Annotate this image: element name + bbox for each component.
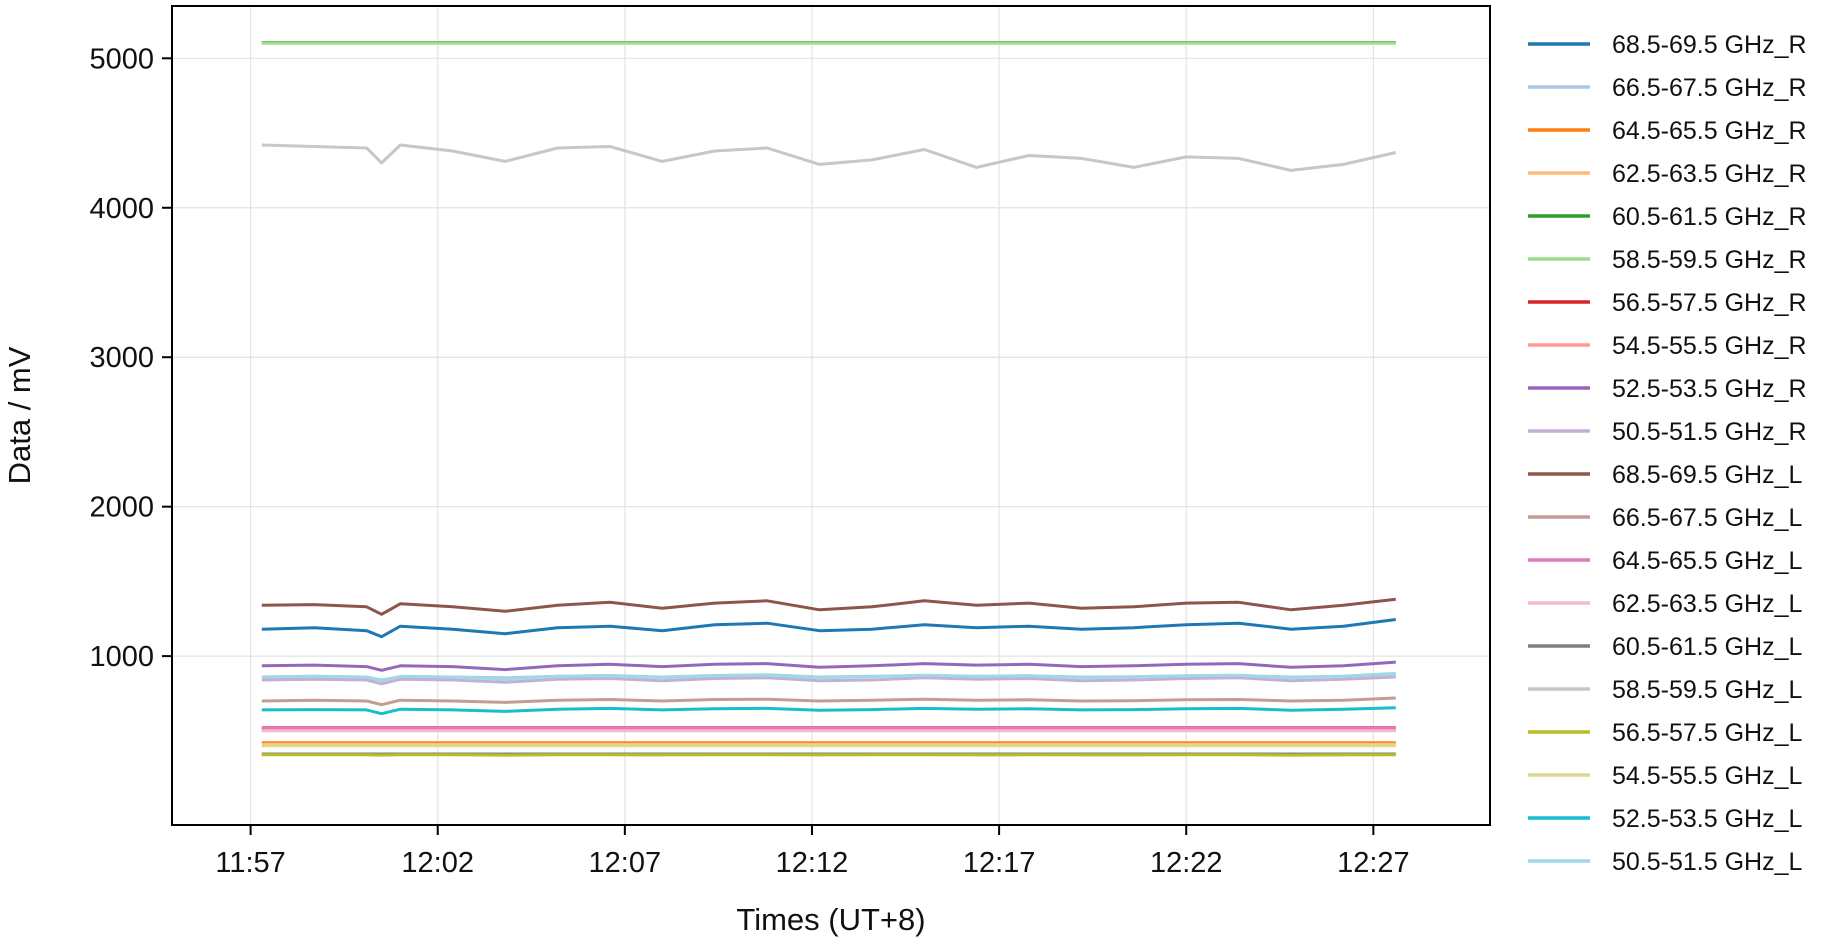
legend-label: 64.5-65.5 GHz_R <box>1612 117 1807 145</box>
x-tick-label: 12:12 <box>776 847 849 879</box>
legend-label: 54.5-55.5 GHz_L <box>1612 762 1802 790</box>
x-tick-label: 12:22 <box>1150 847 1223 879</box>
legend-label: 56.5-57.5 GHz_L <box>1612 719 1802 747</box>
y-tick-label: 1000 <box>89 641 154 673</box>
plot-frame <box>171 5 1491 826</box>
legend-label: 66.5-67.5 GHz_L <box>1612 504 1802 532</box>
legend: 68.5-69.5 GHz_R 66.5-67.5 GHz_R 64.5-65.5 … <box>1528 31 1807 876</box>
y-tick-label: 4000 <box>89 193 154 225</box>
x-tick-label: 12:07 <box>589 847 662 879</box>
legend-label: 62.5-63.5 GHz_R <box>1612 160 1807 188</box>
y-tick-label: 2000 <box>89 492 154 524</box>
series-line-10 <box>261 597 1396 616</box>
legend-label: 52.5-53.5 GHz_L <box>1612 805 1802 833</box>
y-tick-label: 5000 <box>89 43 154 75</box>
x-tick-label: 12:17 <box>963 847 1036 879</box>
legend-label: 62.5-63.5 GHz_L <box>1612 590 1802 618</box>
legend-label: 68.5-69.5 GHz_L <box>1612 461 1802 489</box>
grid-layer <box>172 6 1490 825</box>
legend-label: 58.5-59.5 GHz_R <box>1612 246 1807 274</box>
series-line-15 <box>261 143 1397 172</box>
legend-label: 64.5-65.5 GHz_L <box>1612 547 1802 575</box>
series-line-19 <box>261 671 1396 683</box>
legend-label: 68.5-69.5 GHz_R <box>1612 31 1807 59</box>
legend-label: 60.5-61.5 GHz_R <box>1612 203 1807 231</box>
legend-label: 52.5-53.5 GHz_R <box>1612 375 1807 403</box>
x-tick-label: 12:02 <box>401 847 474 879</box>
series-line-11 <box>261 696 1396 707</box>
legend-label: 50.5-51.5 GHz_L <box>1612 848 1802 876</box>
legend-label: 58.5-59.5 GHz_L <box>1612 676 1802 704</box>
tick-layer: 11:57 12:02 12:07 12:12 12:17 12:22 12:27 1000 2… <box>89 43 1409 879</box>
legend-label: 54.5-55.5 GHz_R <box>1612 332 1807 360</box>
x-axis-label: Times (UT+8) <box>736 902 925 937</box>
y-tick-label: 3000 <box>89 342 154 374</box>
series-line-9 <box>261 675 1396 686</box>
series-line-0 <box>261 618 1396 639</box>
y-axis-label: Data / mV <box>2 346 37 484</box>
x-tick-label: 11:57 <box>215 847 285 879</box>
legend-label: 66.5-67.5 GHz_R <box>1612 74 1807 102</box>
series-line-8 <box>261 660 1396 672</box>
series-line-18 <box>261 706 1396 716</box>
legend-label: 56.5-57.5 GHz_R <box>1612 289 1807 317</box>
series-layer <box>261 41 1397 757</box>
legend-label: 50.5-51.5 GHz_R <box>1612 418 1807 446</box>
x-tick-label: 12:27 <box>1337 847 1410 879</box>
legend-label: 60.5-61.5 GHz_L <box>1612 633 1802 661</box>
